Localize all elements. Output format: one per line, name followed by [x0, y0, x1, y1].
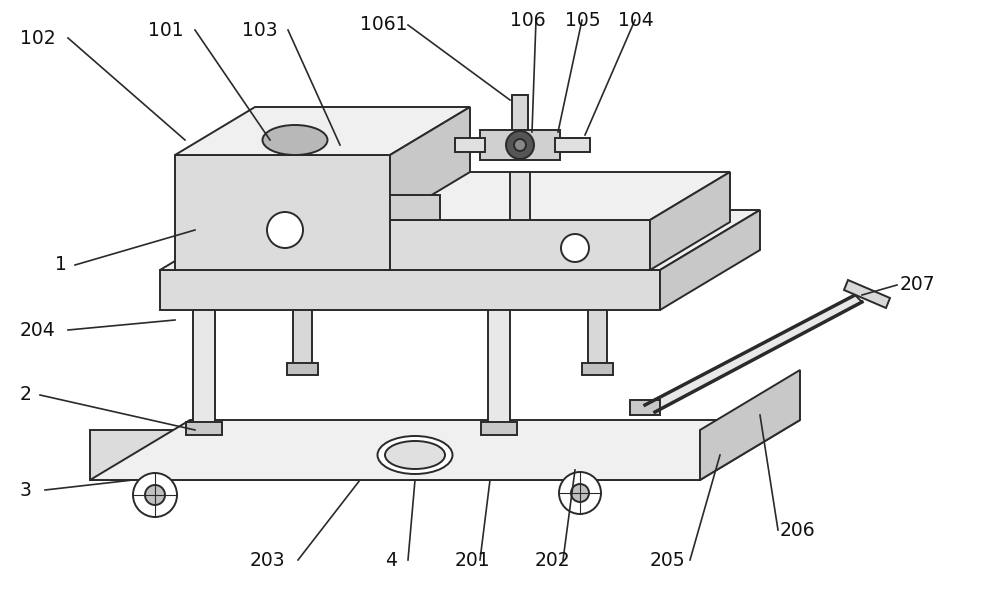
Circle shape: [133, 473, 177, 517]
Text: 205: 205: [650, 550, 686, 570]
Text: 2: 2: [20, 386, 32, 404]
Text: 105: 105: [565, 10, 601, 29]
Polygon shape: [390, 107, 470, 270]
Polygon shape: [90, 430, 700, 480]
Polygon shape: [160, 270, 660, 310]
Polygon shape: [555, 138, 590, 152]
Polygon shape: [186, 295, 222, 308]
Polygon shape: [175, 155, 390, 270]
Text: 104: 104: [618, 10, 654, 29]
Text: 1061: 1061: [360, 15, 408, 35]
Text: 1: 1: [55, 256, 67, 274]
Polygon shape: [90, 420, 800, 480]
Polygon shape: [650, 172, 730, 270]
Text: 103: 103: [242, 21, 278, 40]
Polygon shape: [455, 138, 485, 152]
Circle shape: [561, 234, 589, 262]
Circle shape: [559, 472, 601, 514]
Polygon shape: [488, 300, 510, 430]
Ellipse shape: [378, 436, 452, 474]
Text: 204: 204: [20, 320, 56, 340]
Polygon shape: [287, 363, 318, 375]
Polygon shape: [630, 400, 660, 415]
Ellipse shape: [262, 125, 328, 155]
Polygon shape: [175, 107, 470, 155]
Polygon shape: [660, 210, 760, 310]
Text: 4: 4: [385, 550, 397, 570]
Polygon shape: [481, 295, 517, 308]
Polygon shape: [481, 422, 517, 435]
Text: 102: 102: [20, 29, 56, 48]
Polygon shape: [700, 370, 800, 480]
Circle shape: [571, 484, 589, 502]
Polygon shape: [390, 220, 650, 270]
Text: 106: 106: [510, 10, 546, 29]
Circle shape: [514, 139, 526, 151]
Polygon shape: [645, 295, 862, 412]
Polygon shape: [510, 172, 530, 220]
Polygon shape: [287, 235, 318, 247]
Polygon shape: [160, 210, 760, 270]
Circle shape: [145, 485, 165, 505]
Polygon shape: [390, 195, 440, 220]
Text: 203: 203: [250, 550, 286, 570]
Ellipse shape: [385, 441, 445, 469]
Polygon shape: [293, 240, 312, 370]
Polygon shape: [588, 240, 607, 370]
Polygon shape: [582, 235, 613, 247]
Text: 206: 206: [780, 520, 816, 539]
Polygon shape: [186, 422, 222, 435]
Text: 201: 201: [455, 550, 491, 570]
Circle shape: [506, 131, 534, 159]
Polygon shape: [390, 172, 730, 220]
Text: 3: 3: [20, 481, 32, 500]
Polygon shape: [512, 95, 528, 130]
Polygon shape: [844, 280, 890, 308]
Text: 207: 207: [900, 276, 936, 295]
Polygon shape: [582, 363, 613, 375]
Text: 101: 101: [148, 21, 184, 40]
Polygon shape: [480, 130, 560, 160]
Text: 202: 202: [535, 550, 571, 570]
Polygon shape: [193, 300, 215, 430]
Circle shape: [267, 212, 303, 248]
